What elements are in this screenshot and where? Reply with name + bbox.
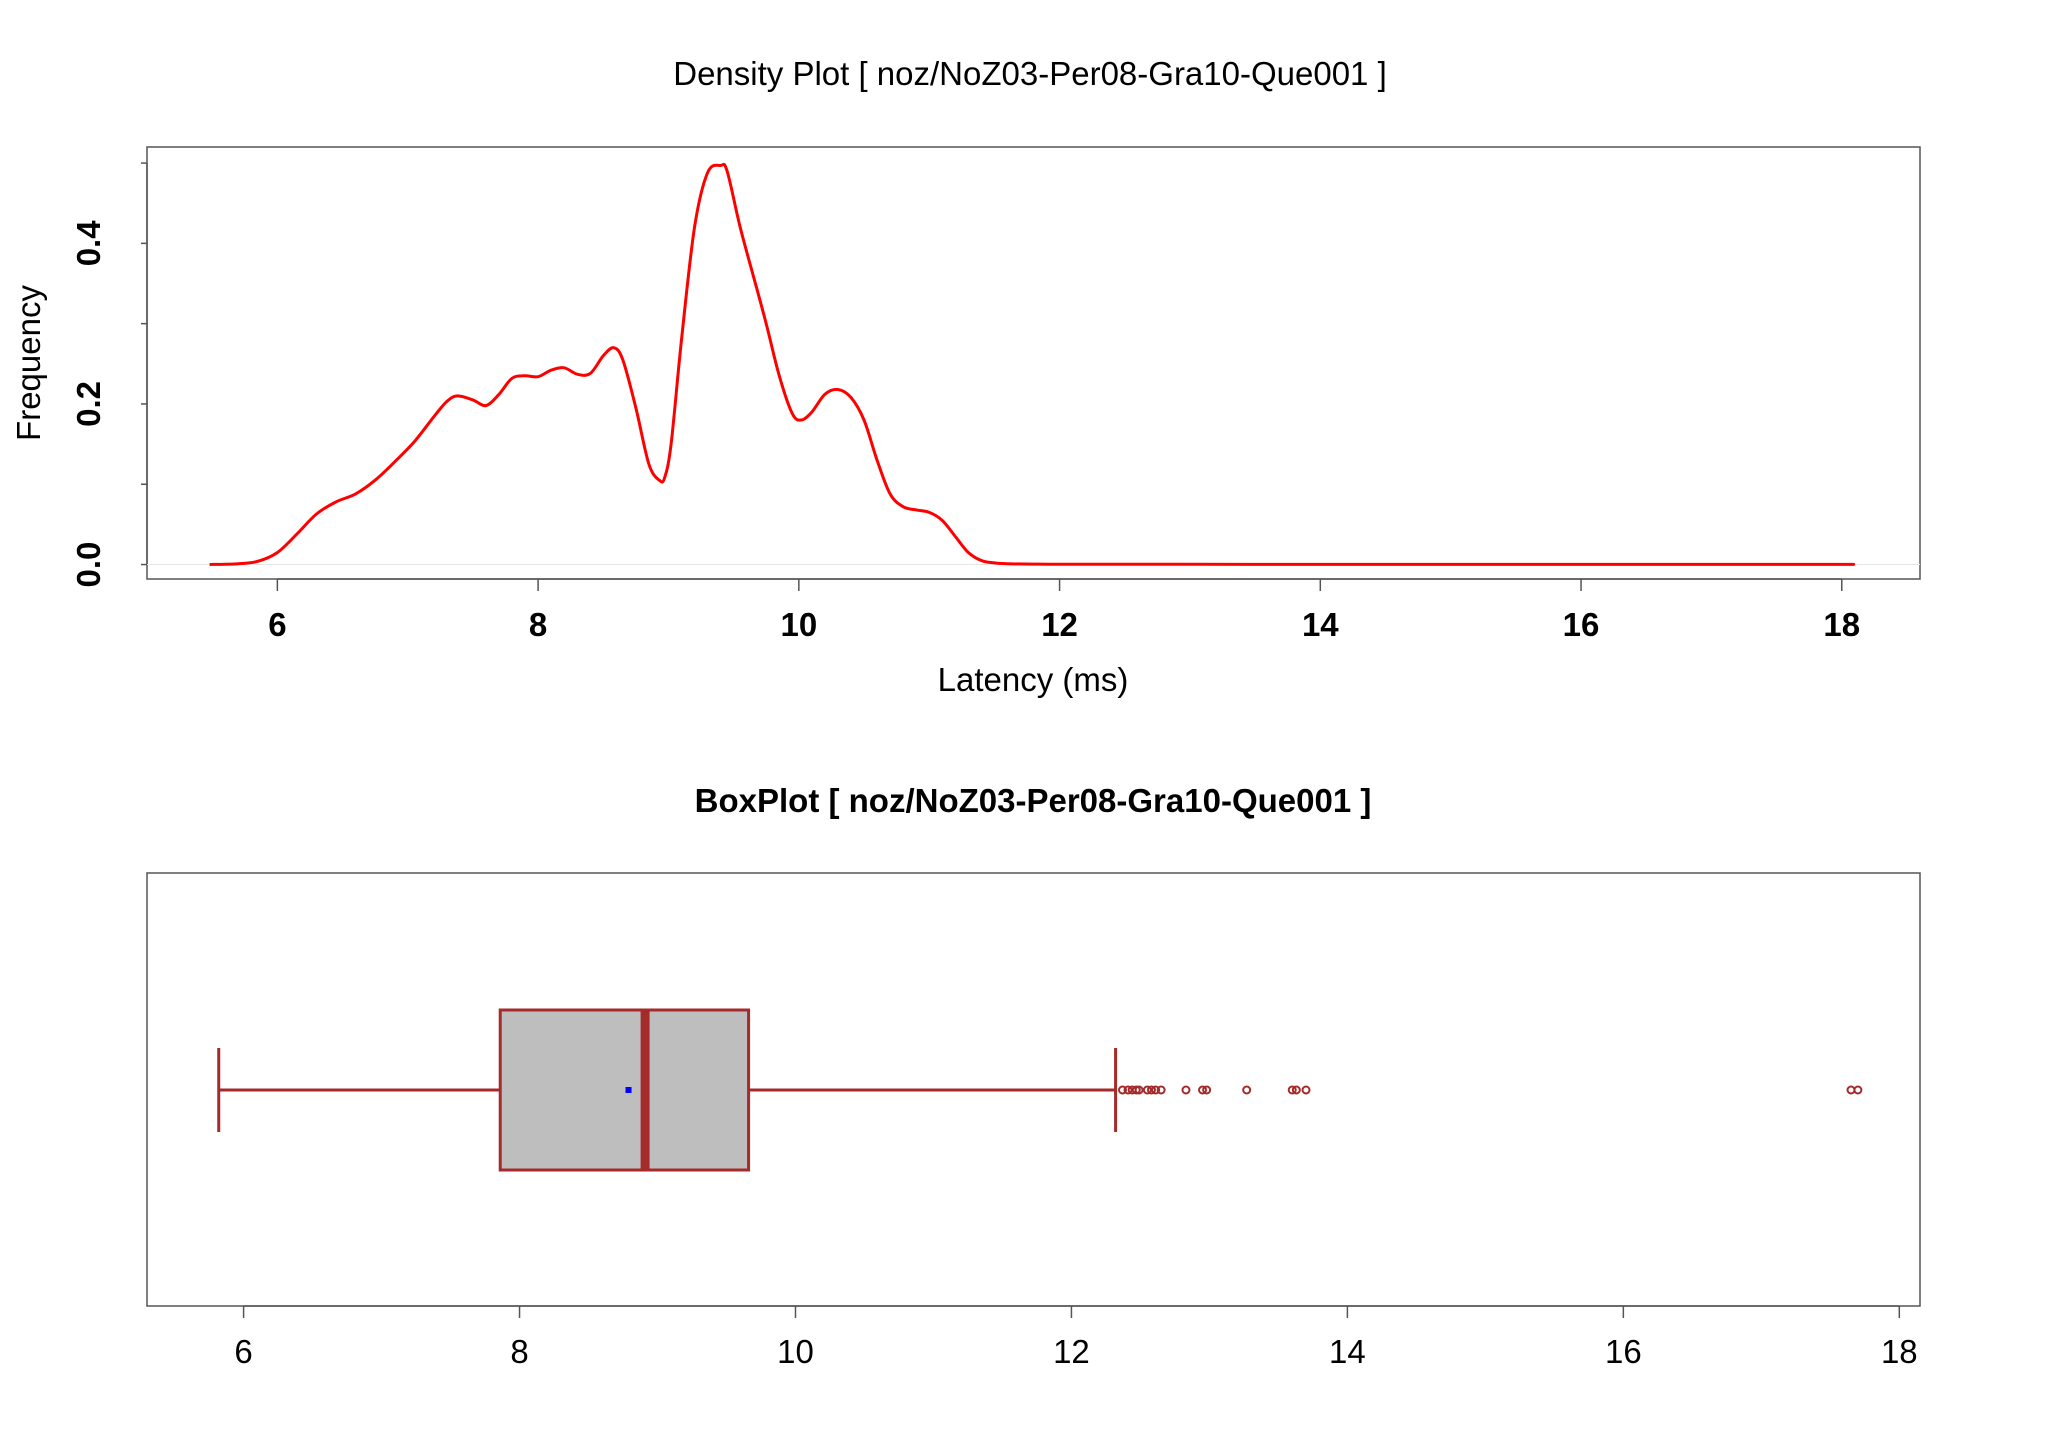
density-plot-frame [146, 146, 1921, 580]
density-x-tick-label: 16 [1563, 606, 1600, 643]
density-y-tick-label: 0.0 [70, 542, 107, 588]
box-x-tick-label: 16 [1605, 1333, 1642, 1370]
box-x-axis: 6 8 10 12 14 16 18 [234, 1305, 1918, 1370]
box-outlier-point [1242, 1085, 1252, 1095]
box-outlier-point [1291, 1085, 1301, 1095]
density-y-axis-label: Frequency [10, 285, 47, 441]
box-x-tick-label: 10 [777, 1333, 814, 1370]
box-x-tick-label: 6 [234, 1333, 252, 1370]
box-iqr [498, 1008, 751, 1172]
box-outlier-point [1123, 1085, 1133, 1095]
box-mean-marker [625, 1087, 632, 1093]
density-x-axis-label: Latency (ms) [938, 661, 1129, 698]
density-y-tick-label: 0.2 [70, 381, 107, 427]
density-x-tick-label: 10 [780, 606, 817, 643]
density-x-tick-label: 8 [529, 606, 547, 643]
box-x-tick-label: 8 [510, 1333, 528, 1370]
density-curve [209, 162, 1856, 566]
density-plot-title: Density Plot [ noz/NoZ03-Per08-Gra10-Que… [673, 55, 1387, 92]
box-outlier-point [1117, 1085, 1127, 1095]
box-outlier-point [1142, 1085, 1152, 1095]
box-x-tick-label: 14 [1329, 1333, 1366, 1370]
box-marks [217, 1008, 1863, 1172]
box-outlier-point [1181, 1085, 1191, 1095]
box-outlier-point [1151, 1085, 1161, 1095]
density-x-tick-label: 14 [1302, 606, 1339, 643]
box-outlier-point [1301, 1085, 1311, 1095]
density-x-axis: 6 8 10 12 14 16 18 [268, 578, 1860, 643]
box-outlier-point [1146, 1085, 1156, 1095]
box-outlier-point [1287, 1085, 1297, 1095]
density-y-tick-label: 0.4 [70, 220, 107, 267]
box-outlier-point [1156, 1085, 1166, 1095]
density-plot: Density Plot [ noz/NoZ03-Per08-Gra10-Que… [10, 55, 1921, 698]
density-x-tick-label: 12 [1041, 606, 1078, 643]
box-x-tick-label: 18 [1881, 1333, 1918, 1370]
density-x-tick-label: 6 [268, 606, 286, 643]
box-plot: BoxPlot [ noz/NoZ03-Per08-Gra10-Que001 ]… [146, 782, 1921, 1370]
box-plot-title: BoxPlot [ noz/NoZ03-Per08-Gra10-Que001 ] [695, 782, 1372, 819]
density-x-tick-label: 18 [1823, 606, 1860, 643]
box-outlier-point [1198, 1085, 1208, 1095]
density-y-axis: 0.0 0.2 0.4 [70, 162, 1920, 588]
box-outlier-point [1202, 1085, 1212, 1095]
box-x-tick-label: 12 [1053, 1333, 1090, 1370]
box-outlier-point [1853, 1085, 1863, 1095]
box-outlier-point [1134, 1085, 1144, 1095]
